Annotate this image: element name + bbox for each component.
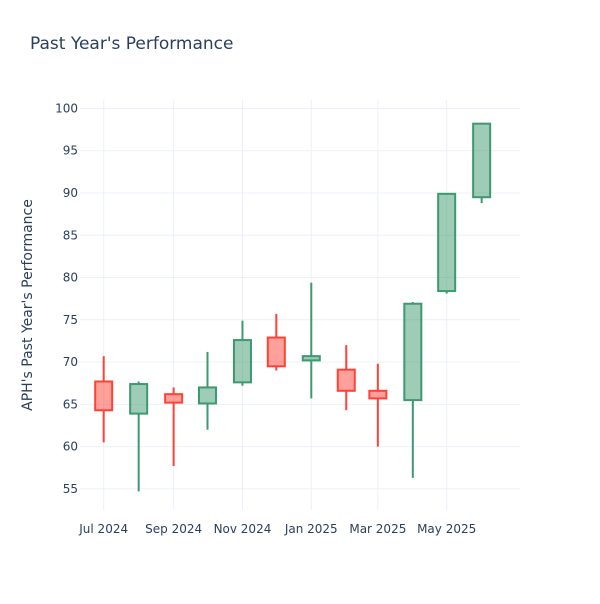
candle-decreasing[interactable] [368, 363, 388, 447]
y-tick-label: 85 [63, 228, 78, 242]
candle-increasing[interactable] [472, 122, 492, 204]
y-axis-label: APH's Past Year's Performance [20, 199, 36, 411]
x-tick-label: Mar 2025 [349, 522, 406, 536]
candle-increasing[interactable] [403, 302, 423, 478]
candle-body [94, 380, 114, 412]
candle-body [129, 383, 149, 415]
candle-decreasing[interactable] [94, 356, 114, 443]
candle-body [403, 302, 423, 402]
candle-body [301, 355, 321, 362]
chart-title: Past Year's Performance [30, 34, 234, 54]
x-tick-label: Sep 2024 [145, 522, 202, 536]
x-tick-label: Jan 2025 [284, 522, 338, 536]
candle-body [266, 336, 286, 368]
y-tick-label: 70 [63, 355, 78, 369]
candle-increasing[interactable] [437, 192, 457, 294]
y-tick-label: 55 [63, 482, 78, 496]
y-axis-ticks: 55 60 65 70 75 80 85 90 95 100 [55, 101, 78, 495]
candle-decreasing[interactable] [266, 313, 286, 371]
y-tick-label: 60 [63, 440, 78, 454]
candle-body [472, 122, 492, 199]
x-axis-ticks: Jul 2024 Sep 2024 Nov 2024 Jan 2025 Mar 2025… [78, 522, 476, 536]
x-tick-label: May 2025 [417, 522, 476, 536]
y-tick-label: 95 [63, 144, 78, 158]
candle-increasing[interactable] [129, 381, 149, 492]
y-tick-label: 75 [63, 313, 78, 327]
candle-decreasing[interactable] [164, 387, 184, 467]
candle-body [336, 368, 356, 392]
candle-body [437, 192, 457, 293]
candle-body [232, 339, 252, 384]
y-tick-label: 90 [63, 186, 78, 200]
candle-body [197, 386, 217, 405]
candles [94, 122, 492, 492]
grid [80, 100, 520, 510]
x-tick-label: Jul 2024 [78, 522, 128, 536]
candle-decreasing[interactable] [336, 345, 356, 411]
candle-increasing[interactable] [301, 282, 321, 399]
candle-increasing[interactable] [232, 320, 252, 386]
candle-body [368, 389, 388, 400]
y-tick-label: 100 [55, 101, 78, 115]
x-tick-label: Nov 2024 [214, 522, 272, 536]
candle-increasing[interactable] [197, 351, 217, 430]
y-tick-label: 65 [63, 397, 78, 411]
candle-body [164, 393, 184, 404]
y-tick-label: 80 [63, 271, 78, 285]
